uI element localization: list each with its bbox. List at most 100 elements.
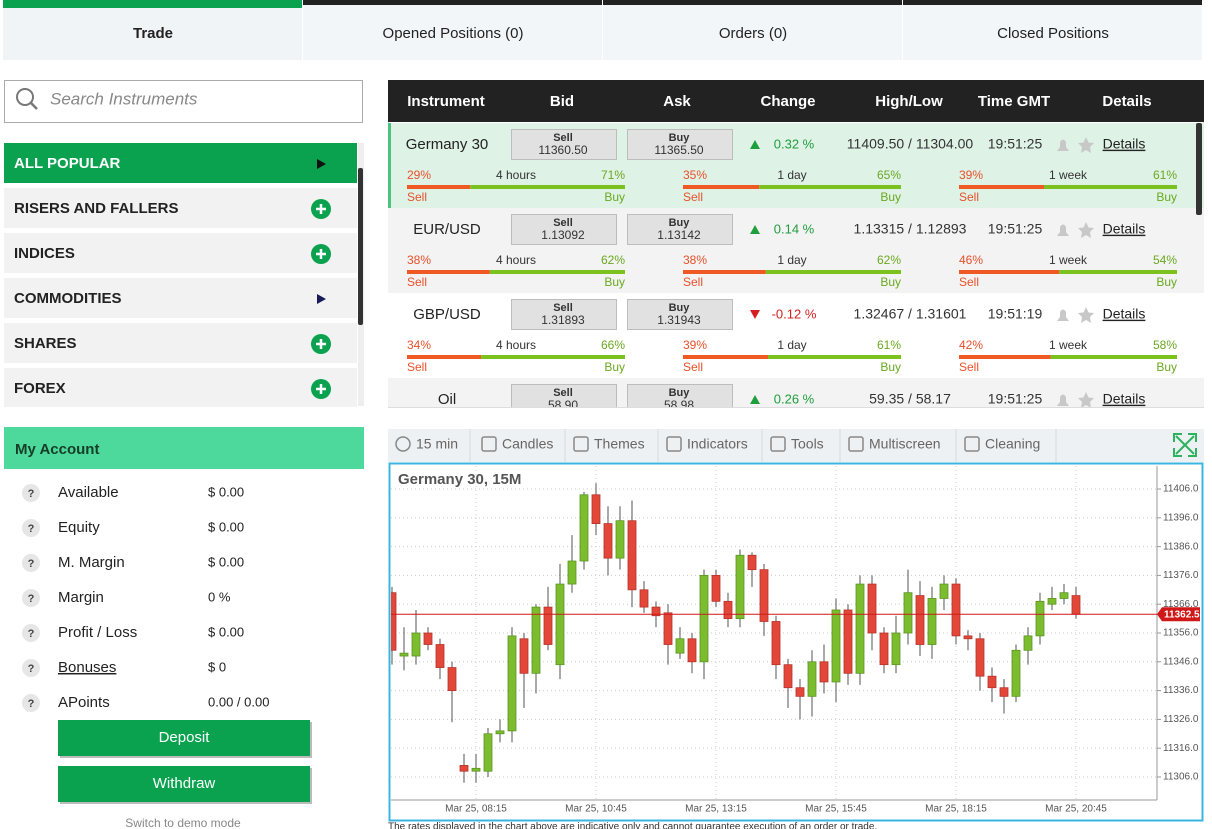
buy-caption: Buy xyxy=(1156,190,1177,204)
menu-item[interactable]: SHARES xyxy=(4,323,357,363)
menu-item[interactable]: ALL POPULAR xyxy=(4,143,357,183)
favorite-star[interactable] xyxy=(1078,392,1094,408)
toolbar-item[interactable]: Themes xyxy=(573,429,659,462)
favorite-star[interactable] xyxy=(1078,307,1094,323)
buy-percent: 65% xyxy=(877,168,901,182)
favorite-star[interactable] xyxy=(1078,222,1094,238)
toolbar-item[interactable]: Multiscreen xyxy=(848,429,957,462)
account-button[interactable]: Withdraw xyxy=(58,766,312,804)
help-badge xyxy=(22,694,40,712)
buy-caption: Buy xyxy=(880,275,901,289)
alert-bell[interactable] xyxy=(1057,139,1069,152)
buy-percent: 62% xyxy=(601,253,625,267)
high-low: 11409.50 / 11304.00 xyxy=(847,136,974,152)
sentiment: 39% 1 week 61% Sell Buy xyxy=(959,168,1177,204)
tab[interactable]: Trade xyxy=(3,0,302,60)
sell-percent: 46% xyxy=(959,253,983,267)
candle-body xyxy=(771,621,781,666)
alert-bell[interactable] xyxy=(1057,309,1069,322)
menu-item[interactable]: RISERS AND FALLERS xyxy=(4,188,357,228)
help-badge xyxy=(22,589,40,607)
change-value: -0.12 % xyxy=(772,306,817,321)
demo-link[interactable]: Switch to demo mode xyxy=(125,816,241,829)
menu-item-label: SHARES xyxy=(14,335,77,352)
menu-item[interactable]: INDICES xyxy=(4,233,357,273)
account-button[interactable]: Deposit xyxy=(58,720,312,758)
x-tick-label: Mar 25, 18:15 xyxy=(925,804,987,815)
menu-item[interactable]: COMMODITIES xyxy=(4,278,357,318)
candle-body xyxy=(699,575,709,663)
chart-toolbar xyxy=(388,429,1204,462)
buy-caption: Buy xyxy=(880,190,901,204)
toolbar-item[interactable]: Cleaning xyxy=(964,429,1057,462)
instrument-name: Oil xyxy=(438,391,456,408)
candle-body xyxy=(687,638,697,663)
search-box[interactable]: Search Instruments xyxy=(4,80,363,123)
account-title: My Account xyxy=(15,441,99,458)
toolbar-item[interactable]: Tools xyxy=(770,429,841,462)
alert-bell[interactable] xyxy=(1057,224,1069,237)
candle-body xyxy=(963,635,973,640)
button-bg xyxy=(58,766,310,802)
candle-body xyxy=(711,575,721,602)
price-button-label: Buy xyxy=(669,302,691,314)
sell-percent: 29% xyxy=(407,168,431,182)
tab-bg xyxy=(3,0,302,60)
toolbar-item[interactable]: Candles xyxy=(481,429,566,462)
candle-body xyxy=(447,667,457,691)
details-link[interactable]: Details xyxy=(1103,221,1146,237)
buy-caption: Buy xyxy=(1156,275,1177,289)
sell-caption: Sell xyxy=(683,360,703,374)
alert-bell[interactable] xyxy=(1057,394,1069,407)
sell-caption: Sell xyxy=(683,190,703,204)
tab[interactable]: Orders (0) xyxy=(603,0,902,60)
toolbar-item[interactable]: Indicators xyxy=(666,429,763,462)
sentiment-period: 4 hours xyxy=(496,253,536,267)
y-tick-label: 11336.0 xyxy=(1163,685,1199,696)
candle-body xyxy=(1047,598,1057,605)
candle-body xyxy=(579,494,589,562)
candle-body xyxy=(891,632,901,666)
account-label[interactable]: Bonuses xyxy=(58,659,116,676)
details-link[interactable]: Details xyxy=(1103,391,1146,407)
y-tick-label: 11386.0 xyxy=(1163,541,1199,552)
buy-bar xyxy=(759,185,901,189)
candle-body xyxy=(471,767,481,772)
candle-body xyxy=(591,494,601,524)
details-link[interactable]: Details xyxy=(1103,136,1146,152)
sell-caption: Sell xyxy=(407,190,427,204)
menu-item[interactable]: FOREX xyxy=(4,368,357,408)
candle-body xyxy=(987,675,997,689)
candle-body xyxy=(807,661,817,697)
favorite-star[interactable] xyxy=(1078,137,1094,153)
buy-bar xyxy=(768,355,901,359)
candle-body xyxy=(615,520,625,559)
price-button-value: 11365.50 xyxy=(654,143,703,157)
y-tick-label: 11376.0 xyxy=(1163,570,1199,581)
price-button xyxy=(511,129,617,160)
time: 19:51:19 xyxy=(988,306,1043,322)
help-icon: ? xyxy=(28,488,35,500)
fullscreen-icon[interactable] xyxy=(1173,433,1197,457)
details-link[interactable]: Details xyxy=(1103,306,1146,322)
sell-percent: 34% xyxy=(407,338,431,352)
toolbar-item[interactable]: 15 min xyxy=(395,429,471,462)
menu-scrollbar xyxy=(358,168,363,325)
tab-bg xyxy=(603,0,902,60)
tab[interactable]: Opened Positions (0) xyxy=(303,0,602,60)
candle-body xyxy=(723,600,733,620)
tab[interactable]: Closed Positions xyxy=(903,0,1202,60)
